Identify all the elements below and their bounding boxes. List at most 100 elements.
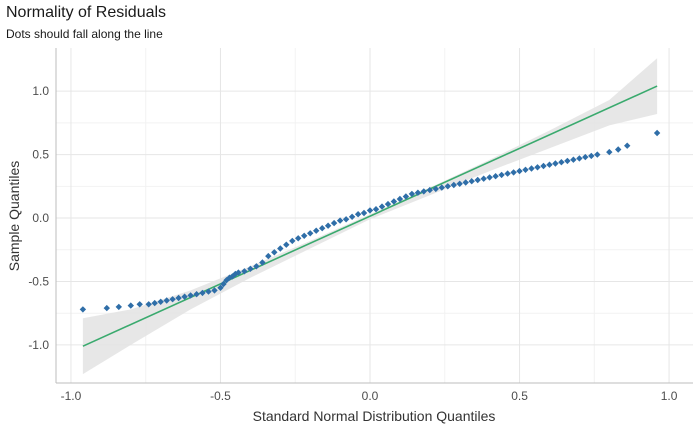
x-axis-title: Standard Normal Distribution Quantiles [253, 408, 496, 424]
residual-point [653, 129, 661, 137]
residual-point [588, 152, 595, 160]
residual-point [354, 211, 362, 218]
residual-point [235, 269, 242, 276]
residual-point [115, 303, 122, 311]
residual-point [420, 188, 427, 195]
residual-point [486, 174, 493, 181]
residual-point [480, 175, 487, 182]
residual-point [582, 153, 589, 161]
y-tick-label: 0.0 [32, 211, 49, 225]
residual-point [265, 252, 272, 260]
residual-point [187, 292, 194, 299]
residual-point [624, 142, 631, 149]
residual-point [474, 176, 481, 184]
residual-point [558, 159, 565, 166]
residual-point [606, 148, 613, 156]
residual-point [444, 183, 451, 190]
residual-point [564, 157, 571, 165]
reference-line [82, 85, 658, 347]
residual-point [103, 304, 110, 312]
y-tick-label: 0.5 [32, 148, 49, 162]
residual-point [169, 296, 176, 303]
y-tick-label: -1.0 [28, 338, 49, 352]
residual-point [576, 155, 583, 162]
x-tick-label: 0.5 [511, 389, 528, 403]
reference-line-layer [82, 85, 658, 347]
residual-point [372, 206, 380, 213]
residual-point [510, 169, 517, 176]
residual-point [594, 151, 601, 158]
residual-point [289, 237, 296, 245]
x-tick-label: 1.0 [661, 389, 678, 403]
residual-point [366, 207, 374, 214]
residual-point [384, 200, 392, 208]
x-tick-label: 0.0 [362, 389, 379, 403]
residual-point [390, 198, 398, 205]
y-tick-label: -0.5 [28, 274, 49, 288]
residual-point [181, 293, 188, 300]
residual-point [534, 164, 541, 171]
residual-point [516, 167, 523, 175]
residual-point [295, 235, 302, 242]
residual-point [199, 289, 206, 297]
residual-point [342, 216, 350, 223]
residual-point [217, 284, 224, 291]
residual-point [127, 302, 134, 309]
residual-point [324, 222, 332, 229]
residual-point [450, 181, 457, 189]
residual-points [79, 129, 661, 313]
residual-point [468, 178, 475, 185]
residual-point [408, 190, 416, 198]
residual-point [283, 241, 290, 248]
x-tick-label: -0.5 [210, 389, 231, 403]
residual-point [145, 301, 152, 308]
residual-point [211, 287, 218, 294]
residual-point [528, 165, 535, 172]
residual-point [277, 245, 284, 252]
residual-point [570, 156, 577, 163]
residual-point [360, 209, 368, 217]
residual-point [552, 160, 559, 167]
chart-subtitle: Dots should fall along the line [6, 27, 163, 41]
residual-point [319, 225, 326, 232]
residual-point [546, 161, 553, 168]
y-axis-title: Sample Quantiles [6, 161, 22, 272]
residual-point [205, 288, 212, 295]
axes [55, 48, 693, 384]
residual-point [438, 184, 445, 191]
residual-point [307, 230, 314, 237]
residual-point [301, 232, 308, 239]
residual-point [313, 227, 320, 234]
residual-point [456, 180, 463, 187]
residual-point [253, 263, 260, 270]
residual-point [259, 259, 266, 266]
residual-point [241, 268, 248, 275]
residual-point [79, 306, 87, 313]
residual-point [426, 186, 433, 194]
y-tick-label: 1.0 [32, 84, 49, 98]
residual-point [157, 298, 164, 305]
residual-point [271, 249, 278, 256]
residual-point [522, 166, 529, 173]
residual-point [432, 185, 439, 193]
residual-point [193, 291, 200, 298]
residual-point [615, 146, 622, 153]
residual-point [492, 173, 499, 180]
residual-point [378, 203, 386, 210]
residual-point [414, 189, 422, 196]
residual-point [498, 171, 505, 179]
residual-point [163, 297, 170, 304]
residual-point [247, 265, 254, 272]
residual-point [330, 219, 338, 227]
residual-point [540, 162, 547, 170]
x-tick-label: -1.0 [61, 389, 82, 403]
residual-point [175, 294, 182, 302]
residual-point [226, 274, 233, 281]
residual-point [504, 170, 511, 177]
residual-point [223, 277, 230, 284]
residual-point [396, 195, 404, 203]
residual-point [402, 193, 410, 200]
tick-labels: -1.0 -0.5 0.0 0.5 1.0 -1.0 -0.5 0.0 0.5 1.0 [28, 84, 677, 403]
residual-point [336, 217, 344, 224]
